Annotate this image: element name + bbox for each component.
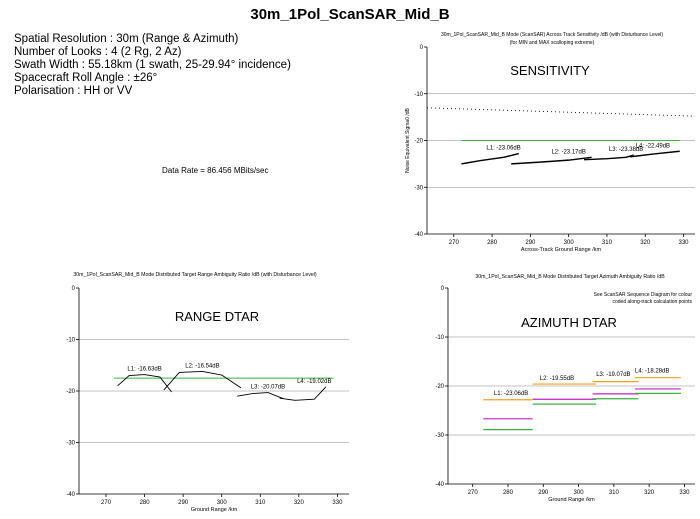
x-tick-label: 330	[332, 500, 343, 506]
chart-subtitle: (for MIN and MAX scalloping extreme)	[510, 40, 595, 46]
y-tick-label: -40	[66, 492, 75, 498]
param-number-of-looks: Number of Looks : 4 (2 Rg, 2 Az)	[14, 46, 182, 58]
series-line-l4	[629, 150, 680, 158]
series-label-l1: L1: -23.06dB	[486, 146, 520, 152]
chart-title: 30m_1Pol_ScanSAR_Mid_B Mode Distributed …	[73, 272, 317, 278]
chart-title: 30m_1Pol_ScanSAR_Mid_B Mode Distributed …	[475, 274, 665, 280]
chart-annotation: AZIMUTH DTAR	[521, 315, 617, 330]
y-tick-label: -30	[435, 433, 444, 439]
param-roll-angle: Spacecraft Roll Angle : ±26°	[14, 72, 158, 84]
chart-annotation: SENSITIVITY	[510, 63, 590, 78]
y-tick-label: -40	[435, 482, 444, 488]
y-tick-label: -30	[66, 441, 75, 447]
x-tick-label: 330	[679, 490, 690, 496]
x-tick-label: 320	[644, 490, 655, 496]
y-tick-label: -20	[414, 139, 423, 145]
series-label-l1: L1: -16.63dB	[127, 367, 161, 373]
param-spatial-resolution: Spatial Resolution : 30m (Range & Azimut…	[14, 33, 239, 45]
x-tick-label: 290	[538, 490, 549, 496]
series-line-l1	[117, 374, 172, 393]
series-label-l3: L3: -19.07dB	[596, 372, 630, 378]
y-tick-label: -10	[435, 335, 444, 341]
data-rate-label: Data Rate = 86.456 MBits/sec	[162, 166, 269, 175]
param-polarisation: Polarisation : HH or VV	[14, 85, 133, 97]
x-axis-label: Ground Range /km	[191, 507, 238, 513]
series-line-l2	[511, 156, 592, 165]
y-tick-label: -40	[414, 232, 423, 238]
x-tick-label: 310	[255, 500, 266, 506]
series-label-l4: L4: -22.49dB	[636, 143, 670, 149]
x-axis-label: Across-Track Ground Range /km	[521, 247, 602, 253]
mode-parameters: Spatial Resolution : 30m (Range & Azimut…	[14, 33, 291, 98]
series-label-l3: L3: -20.07dB	[251, 385, 285, 391]
x-tick-label: 290	[178, 500, 189, 506]
x-tick-label: 300	[564, 240, 575, 246]
x-tick-label: 330	[679, 240, 690, 246]
y-axis-label: Noise Equivalent Sigma0 /dB	[405, 107, 411, 172]
x-tick-label: 300	[217, 500, 228, 506]
main-title: 30m_1Pol_ScanSAR_Mid_B	[250, 6, 450, 23]
series-line-l4	[279, 386, 327, 401]
series-line-l3	[237, 392, 284, 400]
x-tick-label: 320	[640, 240, 651, 246]
chart-note: coded along-track calculation points	[613, 299, 693, 305]
param-swath-width: Swath Width : 55.18km (1 swath, 25-29.94…	[14, 59, 291, 71]
chart-title: 30m_1Pol_ScanSAR_Mid_B Mode (ScanSAR) Ac…	[441, 32, 663, 38]
y-tick-label: -30	[414, 185, 423, 191]
x-tick-label: 270	[101, 500, 112, 506]
y-tick-label: -10	[66, 338, 75, 344]
series-label-l2: L2: -23.17dB	[551, 149, 585, 155]
x-axis-label: Ground Range /km	[548, 497, 595, 503]
series-label-l2: L2: -19.55dB	[540, 376, 574, 382]
series-label-l4: L4: -19.02dB	[297, 379, 331, 385]
disturbance-level-line	[426, 107, 696, 117]
x-tick-label: 270	[468, 490, 479, 496]
y-tick-label: -10	[414, 92, 423, 98]
x-tick-label: 310	[609, 490, 620, 496]
y-tick-label: 0	[420, 45, 424, 51]
series-line-l2	[163, 370, 242, 391]
y-tick-label: -20	[66, 389, 75, 395]
series-line-l1	[461, 152, 520, 165]
y-tick-label: 0	[441, 286, 445, 292]
chart-annotation: RANGE DTAR	[175, 309, 259, 324]
x-tick-label: 280	[487, 240, 498, 246]
chart-note: See ScanSAR Sequence Diagram for colour	[594, 292, 693, 298]
x-tick-label: 270	[449, 240, 460, 246]
series-label-l3: L3: -23.38dB	[609, 147, 643, 153]
x-tick-label: 280	[503, 490, 514, 496]
y-tick-label: 0	[72, 286, 76, 292]
series-label-l1: L1: -23.06dB	[494, 391, 528, 397]
x-tick-label: 280	[140, 500, 151, 506]
x-tick-label: 300	[574, 490, 585, 496]
series-label-l2: L2: -16.54dB	[185, 363, 219, 369]
series-label-l4: L4: -18.28dB	[635, 368, 669, 374]
x-tick-label: 310	[602, 240, 613, 246]
x-tick-label: 290	[525, 240, 536, 246]
x-tick-label: 320	[294, 500, 305, 506]
y-tick-label: -20	[435, 384, 444, 390]
